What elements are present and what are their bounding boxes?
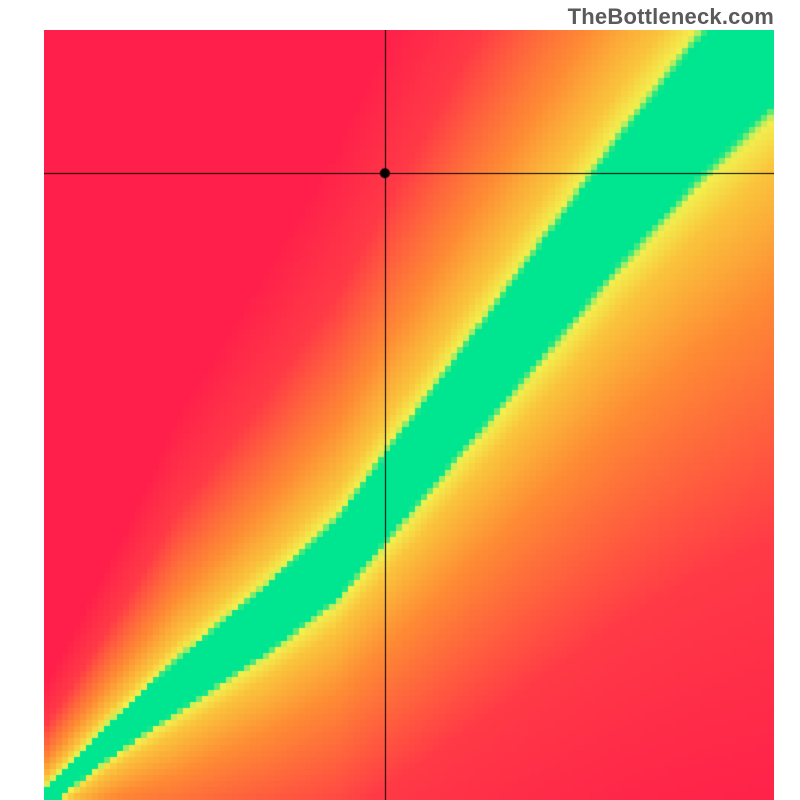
watermark-text: TheBottleneck.com [568,4,774,30]
bottleneck-heatmap [44,30,774,800]
